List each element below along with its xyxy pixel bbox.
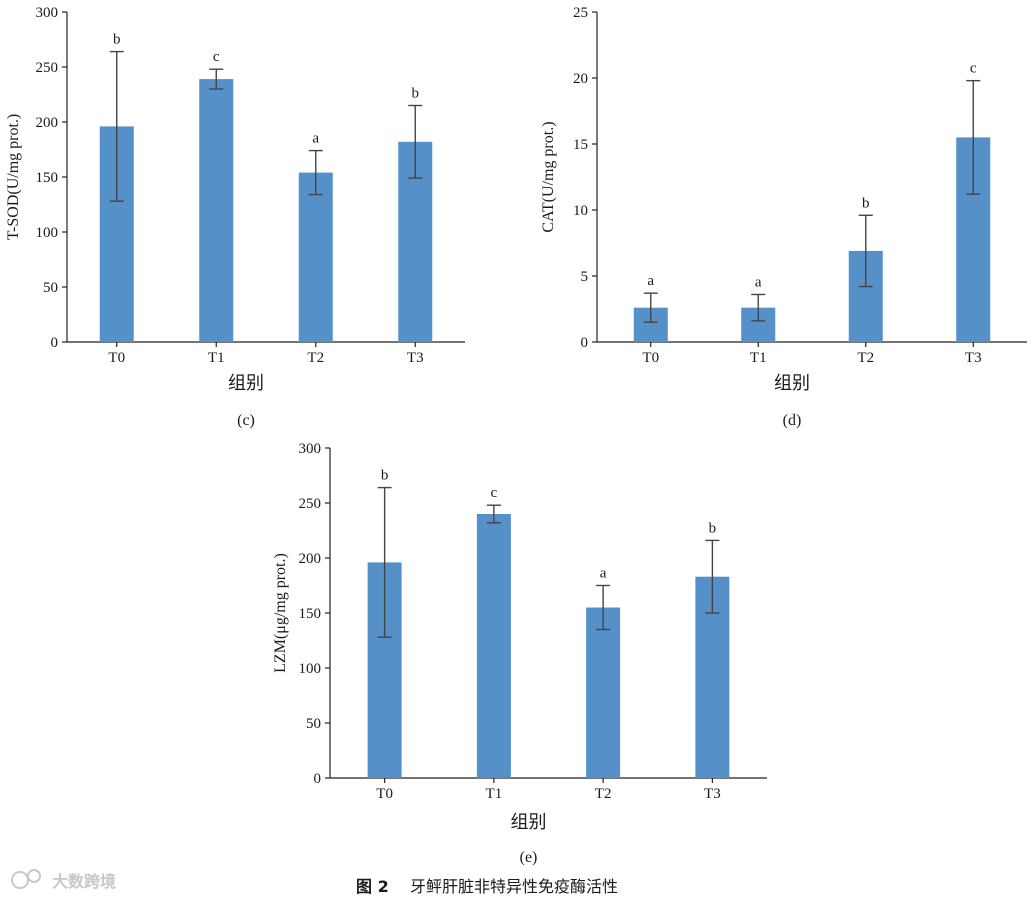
watermark-text: 大数跨境 <box>52 872 116 891</box>
y-tick-label: 20 <box>573 71 588 87</box>
significance-letter-T0: a <box>647 273 654 289</box>
y-tick-label: 100 <box>299 661 322 677</box>
x-tick-label-T0: T0 <box>642 350 659 366</box>
significance-letter-T1: c <box>213 49 220 65</box>
significance-letter-T3: b <box>412 86 420 102</box>
watermark-logo-icon <box>11 869 41 889</box>
panel-label: (e) <box>520 849 538 866</box>
bar-T1 <box>199 79 234 342</box>
y-tick-label: 15 <box>573 137 588 153</box>
significance-letter-T2: b <box>862 195 870 211</box>
bar-T1 <box>476 514 511 778</box>
y-axis-label: T-SOD(U/mg prot.) <box>5 114 22 241</box>
x-tick-label-T2: T2 <box>595 786 612 802</box>
y-tick-label: 300 <box>36 5 59 21</box>
x-axis-title: 组别 <box>511 812 547 833</box>
chart-panel-d: 0 5 10 15 20 25 CAT(U/mg prot.) a T0 a T1 b T2 c T3 组别 (… <box>540 5 1027 429</box>
x-tick-label-T2: T2 <box>857 350 874 366</box>
chart-panel-c: 0 50 100 150 200 250 300 T-SOD(U/mg prot.) b T0 c T… <box>5 5 465 429</box>
y-tick-label: 25 <box>573 5 588 21</box>
y-tick-label: 250 <box>36 60 59 76</box>
significance-letter-T1: a <box>755 274 762 290</box>
x-axis-title: 组别 <box>228 373 264 394</box>
y-tick-label: 0 <box>581 335 589 351</box>
chart-panel-e: 0 50 100 150 200 250 300 LZM(μg/mg prot.) b T0 c T1… <box>272 441 767 866</box>
y-axis-label: LZM(μg/mg prot.) <box>272 553 289 673</box>
y-tick-label: 0 <box>314 771 322 787</box>
y-tick-label: 150 <box>299 606 322 622</box>
y-tick-label: 5 <box>581 269 589 285</box>
x-tick-label-T1: T1 <box>208 350 225 366</box>
x-tick-label-T3: T3 <box>407 350 424 366</box>
y-tick-label: 250 <box>299 496 322 512</box>
figure-caption: 图 2 牙鲆肝脏非特异性免疫酶活性 <box>356 877 618 896</box>
panel-label: (d) <box>783 412 802 429</box>
y-axis-label: CAT(U/mg prot.) <box>540 121 557 232</box>
x-tick-label-T0: T0 <box>108 350 125 366</box>
bar-T2 <box>586 607 621 778</box>
x-tick-label-T0: T0 <box>376 786 393 802</box>
significance-letter-T2: a <box>312 131 319 147</box>
x-tick-label-T1: T1 <box>486 786 503 802</box>
y-tick-label: 50 <box>43 280 58 296</box>
y-tick-label: 50 <box>306 716 321 732</box>
y-tick-label: 300 <box>299 441 322 457</box>
significance-letter-T3: c <box>970 61 977 77</box>
caption-text: 牙鲆肝脏非特异性免疫酶活性 <box>410 877 618 896</box>
y-tick-label: 200 <box>36 115 59 131</box>
significance-letter-T0: b <box>381 468 389 484</box>
x-axis-title: 组别 <box>774 373 810 394</box>
y-tick-label: 100 <box>36 225 59 241</box>
significance-letter-T3: b <box>709 520 717 536</box>
x-tick-label-T2: T2 <box>307 350 324 366</box>
y-tick-label: 150 <box>36 170 59 186</box>
x-tick-label-T3: T3 <box>704 786 721 802</box>
x-tick-label-T3: T3 <box>965 350 982 366</box>
bar-T2 <box>298 172 333 342</box>
y-tick-label: 10 <box>573 203 588 219</box>
x-tick-label-T1: T1 <box>750 350 767 366</box>
panel-label: (c) <box>237 412 255 429</box>
significance-letter-T0: b <box>113 32 121 48</box>
caption-number: 图 2 <box>356 877 389 896</box>
y-tick-label: 200 <box>299 551 322 567</box>
significance-letter-T1: c <box>491 485 498 501</box>
significance-letter-T2: a <box>600 566 607 582</box>
watermark: 大数跨境 <box>11 869 116 891</box>
y-tick-label: 0 <box>51 335 59 351</box>
